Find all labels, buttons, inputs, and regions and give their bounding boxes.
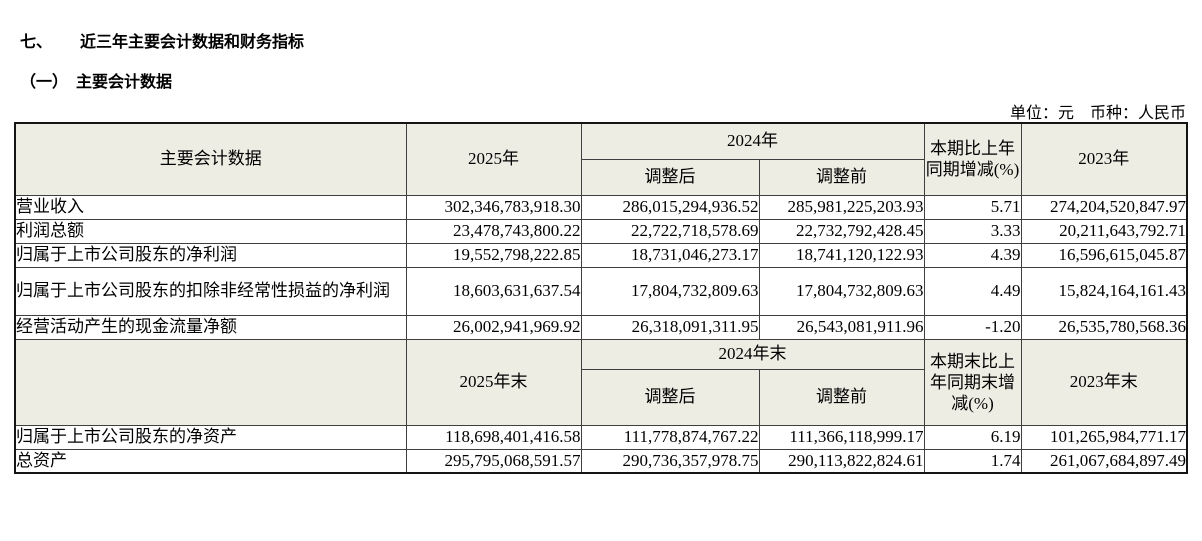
table-row-net-profit: 归属于上市公司股东的净利润 19,552,798,222.85 18,731,0…: [14, 242, 1188, 268]
header-adjusted-after: 调整后: [580, 158, 760, 196]
subsection-number: （一）: [20, 74, 69, 91]
header-metric-empty: [14, 338, 407, 426]
value-2025-end: 118,698,401,416.58: [405, 424, 582, 450]
value-2023: 20,211,643,792.71: [1020, 218, 1188, 244]
value-2024-adjusted: 18,731,046,273.17: [580, 242, 760, 268]
value-2024-end-original: 111,366,118,999.17: [758, 424, 925, 450]
row-label: 归属于上市公司股东的扣除非经常性损益的净利润: [14, 266, 407, 316]
value-2023: 26,535,780,568.36: [1020, 314, 1188, 340]
row-label: 经营活动产生的现金流量净额: [14, 314, 407, 340]
value-change: 4.39: [923, 242, 1022, 268]
value-change: -1.20: [923, 314, 1022, 340]
value-2025-end: 295,795,068,591.57: [405, 448, 582, 474]
row-label: 营业收入: [14, 194, 407, 220]
header-period-end-change: 本期末比上年同期末增减(%): [923, 338, 1022, 426]
value-2025: 23,478,743,800.22: [405, 218, 582, 244]
header-year-2025: 2025年: [405, 122, 582, 196]
header-year-2024-group: 2024年: [580, 122, 925, 160]
table-row-revenue: 营业收入 302,346,783,918.30 286,015,294,936.…: [14, 194, 1188, 220]
table-row-net-assets: 归属于上市公司股东的净资产 118,698,401,416.58 111,778…: [14, 424, 1188, 450]
table-row-operating-cash-flow: 经营活动产生的现金流量净额 26,002,941,969.92 26,318,0…: [14, 314, 1188, 340]
header-row-annual-1: 主要会计数据 2025年 2024年 本期比上年同期增减(%) 2023年: [14, 122, 1188, 196]
value-2024-adjusted: 286,015,294,936.52: [580, 194, 760, 220]
header-2023-end: 2023年末: [1020, 338, 1188, 426]
value-2025: 18,603,631,637.54: [405, 266, 582, 316]
header-adjusted-after: 调整后: [580, 368, 760, 426]
value-2024-original: 17,804,732,809.63: [758, 266, 925, 316]
value-2023: 15,824,164,161.43: [1020, 266, 1188, 316]
section-number: 七、: [20, 34, 53, 51]
value-2024-original: 26,543,081,911.96: [758, 314, 925, 340]
value-change: 1.74: [923, 448, 1022, 474]
value-2024-end-original: 290,113,822,824.61: [758, 448, 925, 474]
row-label: 归属于上市公司股东的净资产: [14, 424, 407, 450]
key-accounting-data-table: 主要会计数据 2025年 2024年 本期比上年同期增减(%) 2023年 调整…: [14, 122, 1188, 474]
row-label: 归属于上市公司股东的净利润: [14, 242, 407, 268]
value-2024-adjusted: 22,722,718,578.69: [580, 218, 760, 244]
value-2024-original: 18,741,120,122.93: [758, 242, 925, 268]
header-2024-end-group: 2024年末: [580, 338, 925, 370]
value-change: 6.19: [923, 424, 1022, 450]
header-adjusted-before: 调整前: [758, 368, 925, 426]
header-row-period-end-2: 调整后 调整前: [15, 368, 1187, 426]
value-change: 5.71: [923, 194, 1022, 220]
value-2023: 16,596,615,045.87: [1020, 242, 1188, 268]
value-2025: 26,002,941,969.92: [405, 314, 582, 340]
header-row-period-end-1: 2025年末 2024年末 本期末比上年同期末增减(%) 2023年末: [14, 338, 1188, 426]
value-2025: 19,552,798,222.85: [405, 242, 582, 268]
value-change: 3.33: [923, 218, 1022, 244]
header-adjusted-before: 调整前: [758, 158, 925, 196]
subsection-title: （一） 主要会计数据: [20, 68, 172, 92]
unit-currency-note: 单位：元 币种：人民币: [1009, 105, 1186, 122]
section-title: 七、 近三年主要会计数据和财务指标: [20, 28, 304, 52]
value-2023: 274,204,520,847.97: [1020, 194, 1188, 220]
value-2024-adjusted: 26,318,091,311.95: [580, 314, 760, 340]
value-2023-end: 261,067,684,897.49: [1020, 448, 1188, 474]
value-2023-end: 101,265,984,771.17: [1020, 424, 1188, 450]
value-2025: 302,346,783,918.30: [405, 194, 582, 220]
value-2024-end-adjusted: 290,736,357,978.75: [580, 448, 760, 474]
header-metric: 主要会计数据: [14, 122, 407, 196]
row-label: 总资产: [14, 448, 407, 474]
header-year-2023: 2023年: [1020, 122, 1188, 196]
subsection-heading: 主要会计数据: [76, 74, 173, 91]
value-2024-adjusted: 17,804,732,809.63: [580, 266, 760, 316]
table-row-total-profit: 利润总额 23,478,743,800.22 22,722,718,578.69…: [14, 218, 1188, 244]
value-2024-original: 22,732,792,428.45: [758, 218, 925, 244]
table-row-total-assets: 总资产 295,795,068,591.57 290,736,357,978.7…: [14, 448, 1188, 474]
header-2025-end: 2025年末: [405, 338, 582, 426]
table-row-net-profit-deducted: 归属于上市公司股东的扣除非经常性损益的净利润 18,603,631,637.54…: [14, 266, 1188, 316]
row-label: 利润总额: [14, 218, 407, 244]
value-change: 4.49: [923, 266, 1022, 316]
value-2024-original: 285,981,225,203.93: [758, 194, 925, 220]
section-heading: 近三年主要会计数据和财务指标: [80, 34, 305, 51]
header-yoy-change: 本期比上年同期增减(%): [923, 122, 1022, 196]
value-2024-end-adjusted: 111,778,874,767.22: [580, 424, 760, 450]
header-row-annual-2: 调整后 调整前: [15, 158, 1187, 196]
